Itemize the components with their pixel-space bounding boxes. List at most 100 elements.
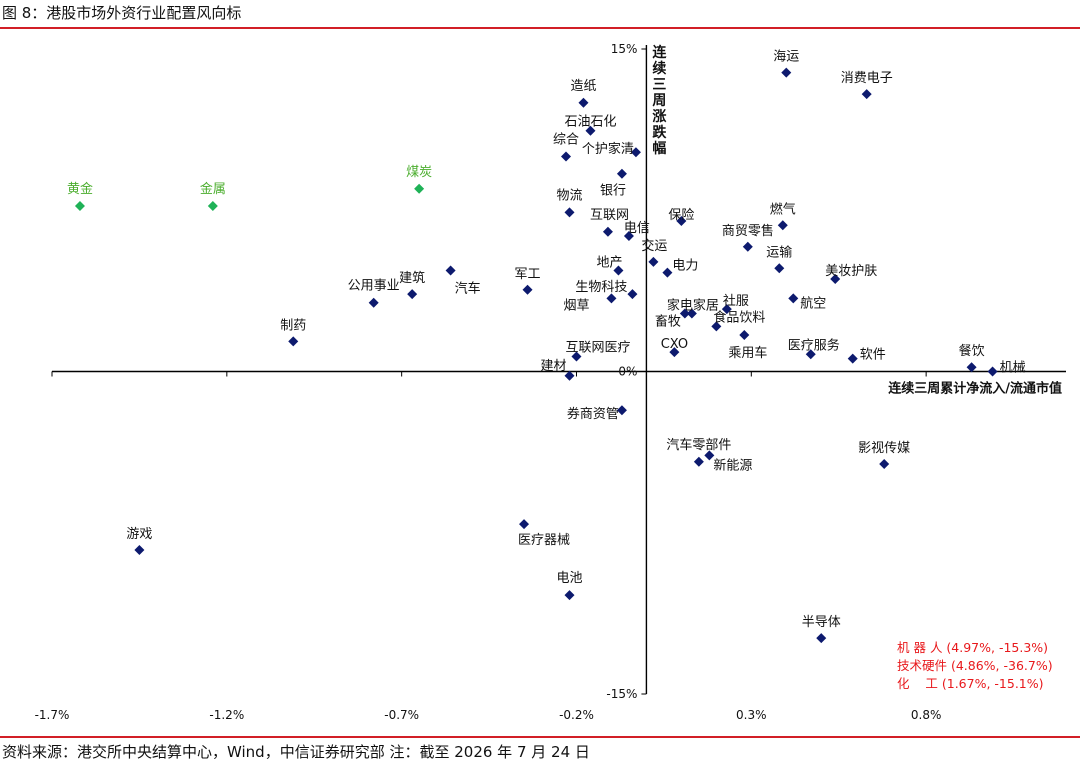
x-tick-label: 0.8% [911, 708, 942, 722]
data-label: 物流 [556, 188, 582, 203]
data-point [816, 633, 827, 644]
data-point [721, 304, 732, 315]
data-point [207, 200, 218, 211]
data-point [781, 67, 792, 78]
data-label: 海运 [773, 50, 799, 65]
x-tick-label: -1.2% [209, 708, 244, 722]
data-point [74, 200, 85, 211]
data-label: 互联网 [590, 208, 629, 223]
data-label: 乘用车 [728, 345, 767, 361]
data-label: 电力 [672, 259, 698, 274]
data-label: 综合 [553, 133, 579, 148]
data-label: 家电家居 [667, 297, 719, 313]
data-point [578, 97, 589, 108]
data-label: 券商资管 [567, 406, 619, 422]
data-point [519, 519, 530, 530]
data-label: 食品饮料 [713, 309, 765, 325]
top-rule [0, 27, 1080, 29]
data-point [662, 267, 673, 278]
data-label: 游戏 [126, 527, 152, 542]
data-point [564, 590, 575, 601]
data-label: 军工 [515, 267, 541, 282]
data-label: 互联网医疗 [565, 340, 630, 355]
data-point [522, 284, 533, 295]
data-label: 电信 [624, 221, 650, 236]
data-point [602, 226, 613, 237]
data-point [613, 265, 624, 276]
chart-note-tech-hardware: 技术硬件 (4.86%, -36.7%) [897, 658, 1053, 673]
data-point [861, 89, 872, 100]
data-label: 生物科技 [575, 280, 627, 295]
data-label: 新能源 [713, 457, 752, 473]
bottom-rule [0, 736, 1080, 738]
data-label: 煤炭 [406, 165, 432, 180]
data-label: 银行 [600, 184, 626, 199]
data-label: 建材 [540, 359, 566, 374]
data-label: 半导体 [802, 615, 841, 630]
data-point [564, 370, 575, 381]
y-axis-title: 连续三周涨跌幅 [652, 44, 667, 157]
data-label: 软件 [860, 348, 886, 363]
data-label: 畜牧 [655, 313, 681, 329]
data-point [564, 207, 575, 218]
data-point [830, 274, 841, 285]
data-point [987, 366, 998, 377]
data-point [711, 321, 722, 332]
data-label: 航空 [800, 295, 826, 311]
data-label: 地产 [596, 255, 622, 270]
data-label: 美妆护肤 [825, 264, 877, 279]
data-label: 机械 [1000, 361, 1026, 376]
data-point [630, 147, 641, 158]
data-label: 电池 [556, 571, 582, 586]
chart-note-chemicals: 化 工 (1.67%, -15.1%) [897, 676, 1044, 691]
data-label: 燃气 [770, 201, 796, 217]
data-point [847, 353, 858, 364]
data-label: 医疗器械 [518, 533, 570, 548]
data-label: 汽车零部件 [666, 437, 731, 453]
data-label: 造纸 [570, 79, 596, 94]
data-point [742, 241, 753, 252]
data-label: 医疗服务 [788, 337, 840, 353]
data-label: 个护家清 [582, 141, 634, 157]
data-label: 金属 [200, 181, 226, 197]
data-point [774, 263, 785, 274]
data-label: 商贸零售 [722, 223, 774, 239]
data-label: 制药 [280, 318, 306, 333]
data-label: 黄金 [67, 181, 93, 197]
data-point [648, 256, 659, 267]
data-point [616, 405, 627, 416]
x-tick-label: -1.7% [35, 708, 70, 722]
data-label: 餐饮 [959, 343, 985, 359]
data-point [777, 220, 788, 231]
data-point [879, 458, 890, 469]
data-point [739, 329, 750, 340]
data-label: CXO [661, 337, 688, 352]
data-point [669, 347, 680, 358]
data-label: 影视传媒 [858, 441, 910, 456]
data-point [679, 308, 690, 319]
x-axis-title: 连续三周累计净流入/流通市值 [888, 381, 1062, 397]
x-tick-label: 0.3% [736, 708, 767, 722]
data-point [616, 168, 627, 179]
data-label: 消费电子 [841, 71, 893, 86]
data-point [966, 362, 977, 373]
y-tick-label: 0% [618, 365, 637, 379]
data-point [445, 265, 456, 276]
data-point [585, 125, 596, 136]
data-point [368, 297, 379, 308]
data-point [627, 289, 638, 300]
data-point [571, 351, 582, 362]
data-point [288, 336, 299, 347]
data-label: 保险 [668, 208, 694, 223]
x-tick-label: -0.2% [559, 708, 594, 722]
data-point [606, 293, 617, 304]
x-tick-label: -0.7% [384, 708, 419, 722]
data-point [407, 289, 418, 300]
data-point [134, 544, 145, 555]
data-point [623, 231, 634, 242]
data-label: 汽车 [455, 280, 481, 296]
y-tick-label: -15% [606, 687, 637, 701]
data-point [560, 151, 571, 162]
data-label: 建筑 [399, 270, 425, 286]
